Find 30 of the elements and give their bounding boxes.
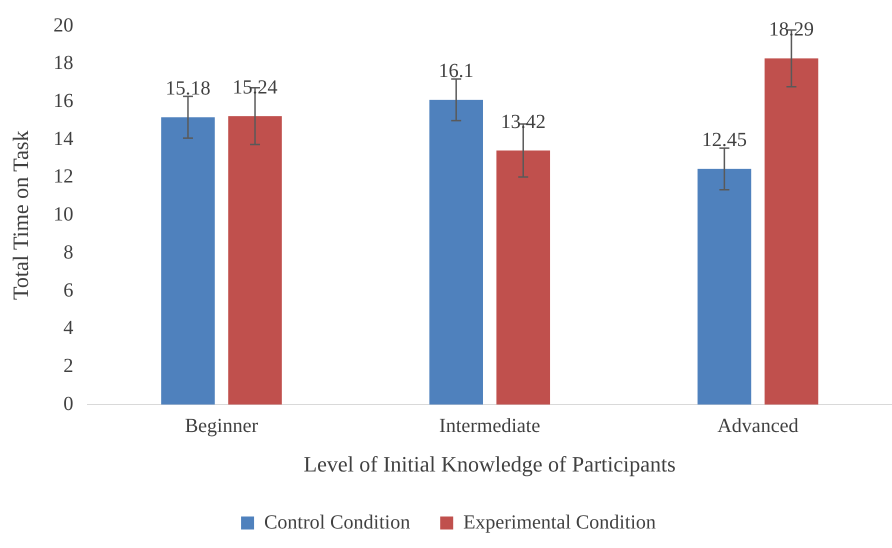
bar xyxy=(698,168,752,405)
data-label: 15.24 xyxy=(232,76,278,98)
data-label: 12.45 xyxy=(702,129,747,152)
y-tick-label: 4 xyxy=(63,317,74,340)
bar xyxy=(161,117,215,405)
y-tick-label: 14 xyxy=(53,128,74,150)
y-tick-label: 8 xyxy=(63,241,74,264)
bar xyxy=(228,116,282,405)
bar xyxy=(429,100,483,405)
y-tick-label: 0 xyxy=(63,392,74,415)
x-axis-title: Level of Initial Knowledge of Participants xyxy=(304,452,676,477)
y-tick-label: 10 xyxy=(53,204,74,226)
legend-label: Experimental Condition xyxy=(463,511,656,534)
data-label: 18.29 xyxy=(768,18,814,41)
data-label: 13.42 xyxy=(500,110,546,133)
x-tick-label: Beginner xyxy=(184,414,258,437)
y-tick-label: 12 xyxy=(53,166,74,188)
x-tick-label: Advanced xyxy=(717,414,798,437)
y-tick-label: 16 xyxy=(53,90,74,112)
y-tick-label: 6 xyxy=(63,279,74,302)
bar xyxy=(764,58,818,405)
data-label: 16.1 xyxy=(438,60,474,82)
y-axis-title: Total Time on Task xyxy=(8,130,33,300)
y-tick-label: 18 xyxy=(53,52,74,74)
bar xyxy=(496,150,550,405)
data-label: 15.18 xyxy=(165,77,210,100)
x-tick-label: Intermediate xyxy=(439,414,540,437)
y-tick-label: 20 xyxy=(53,14,74,36)
legend-label: Control Condition xyxy=(264,511,410,534)
y-tick-label: 2 xyxy=(63,354,74,377)
